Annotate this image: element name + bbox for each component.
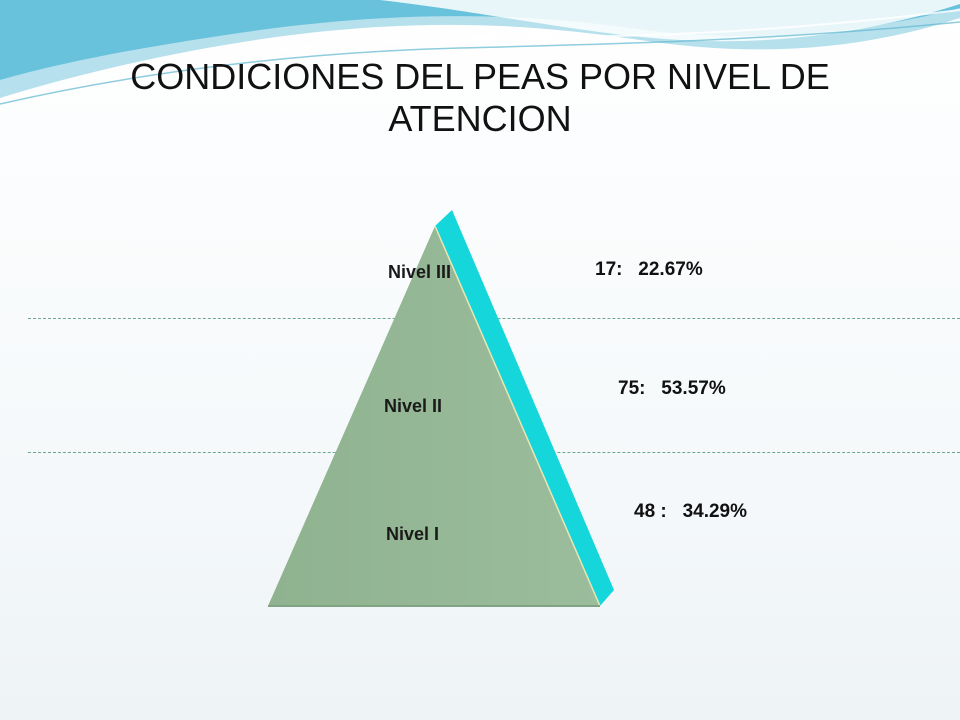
slide-title: CONDICIONES DEL PEAS POR NIVEL DE ATENCI…	[130, 56, 830, 139]
pyramid-edge-highlight	[434, 225, 601, 607]
pyramid-side-face	[435, 210, 614, 606]
pyramid-level-1-label: Nivel I	[386, 524, 440, 544]
pyramid-level-3-label: Nivel III	[388, 262, 452, 282]
pyramid-level-3-value: 17: 22.67%	[595, 259, 703, 280]
pyramid-level-2-label: Nivel II	[384, 396, 443, 416]
header-wave-decoration	[0, 0, 960, 105]
pyramid-level-1-value: 48 : 34.29%	[634, 501, 748, 522]
pyramid-level-2-value: 75: 53.57%	[618, 378, 726, 399]
pyramid-front-face	[268, 226, 600, 606]
